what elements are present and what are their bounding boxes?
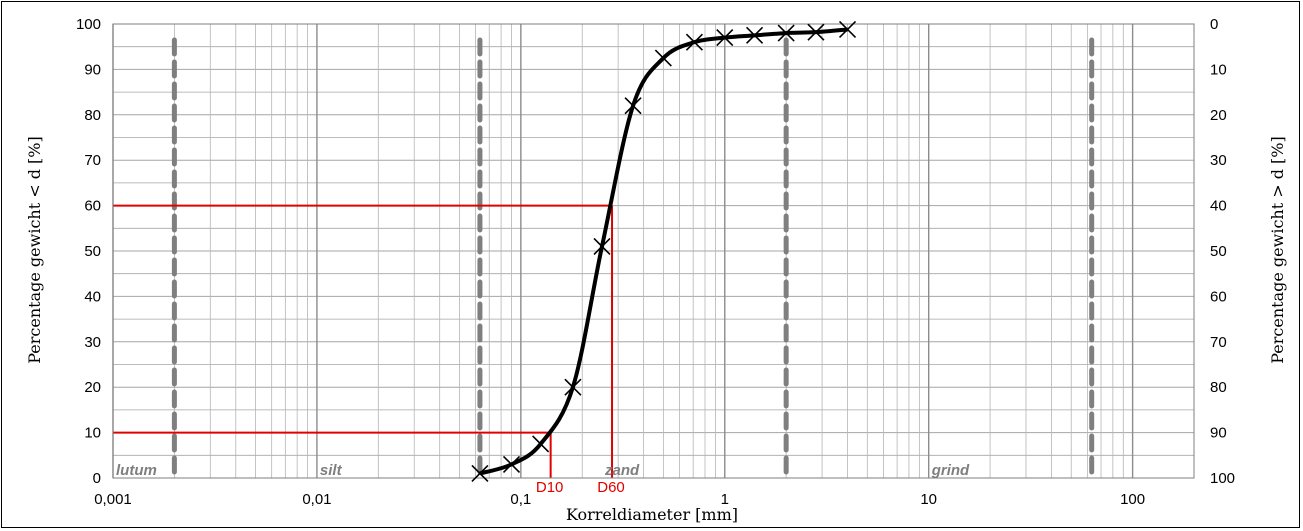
y2-tick-label: 30: [1210, 152, 1227, 169]
y-tick-label: 20: [84, 379, 101, 396]
reference-label: D60: [597, 479, 625, 496]
y2-tick-label: 100: [1210, 470, 1235, 487]
marker-stroke: [502, 455, 521, 473]
y2-tick-label: 50: [1210, 243, 1227, 260]
y2-tick-label: 20: [1210, 107, 1227, 124]
y-tick-label: 30: [84, 334, 101, 351]
x-tick-label: 100: [1120, 491, 1145, 508]
zone-boundaries: [171, 37, 1095, 481]
marker-stroke: [624, 97, 642, 115]
y-tick-label: 50: [84, 243, 101, 260]
data-point-marker: [716, 29, 734, 47]
data-point-marker: [532, 435, 550, 453]
zone-label: silt: [320, 462, 343, 479]
data-point-marker: [593, 237, 611, 256]
marker-stroke: [746, 26, 764, 44]
data-series-layer: [471, 20, 857, 483]
data-point-marker: [654, 49, 672, 67]
x-tick-label: 10: [920, 491, 937, 508]
marker-stroke: [593, 237, 611, 256]
y-tick-label: 80: [84, 107, 101, 124]
zone-label: zand: [604, 462, 640, 479]
y2-tick-label: 10: [1210, 61, 1227, 78]
y-tick-label: 100: [76, 16, 101, 33]
y-tick-label: 40: [84, 288, 101, 305]
marker-stroke: [777, 24, 795, 42]
marker-stroke: [532, 435, 550, 453]
y2-tick-label: 60: [1210, 288, 1227, 305]
data-point-marker: [807, 23, 825, 41]
data-point-marker: [685, 33, 704, 51]
y2-tick-label: 70: [1210, 334, 1227, 351]
data-point-marker: [777, 24, 795, 42]
y-tick-label: 90: [84, 61, 101, 78]
data-point-marker: [471, 464, 489, 483]
x-tick-label: 0,001: [94, 491, 132, 508]
marker-stroke: [838, 20, 857, 39]
grid-layer: [112, 23, 1195, 479]
data-point-marker: [624, 97, 642, 115]
marker-stroke: [716, 29, 734, 47]
y2-tick-label: 40: [1210, 198, 1227, 215]
y2-tick-label: 80: [1210, 379, 1227, 396]
x-tick-label: 0,01: [302, 491, 331, 508]
reference-lines: [113, 204, 614, 478]
data-point-marker: [746, 26, 764, 44]
marker-stroke: [471, 464, 489, 483]
y2-axis-title: Percentage gewicht > d [%]: [1268, 136, 1287, 363]
x-axis-title: Korreldiameter [mm]: [566, 505, 738, 524]
marker-stroke: [564, 378, 582, 396]
reference-label: D10: [536, 479, 564, 496]
x-tick-label: 1: [721, 491, 729, 508]
y-axis-title: Percentage gewicht < d [%]: [25, 136, 44, 363]
data-point-marker: [502, 455, 521, 473]
y-tick-label: 60: [84, 198, 101, 215]
data-point-marker: [564, 378, 582, 396]
y-tick-label: 10: [84, 425, 101, 442]
zone-label: grind: [931, 462, 970, 479]
y2-tick-label: 90: [1210, 425, 1227, 442]
x-tick-label: 0,1: [510, 491, 531, 508]
y-tick-label: 0: [93, 470, 101, 487]
plot-area-border: [112, 23, 1195, 479]
annotation-labels: lutum silt zand grind D10 D60: [116, 462, 970, 496]
y-tick-label: 70: [84, 152, 101, 169]
zone-label: lutum: [116, 462, 157, 479]
marker-stroke: [807, 23, 825, 41]
y2-tick-label: 0: [1210, 16, 1218, 33]
marker-stroke: [654, 49, 672, 67]
data-point-marker: [838, 20, 857, 39]
marker-stroke: [685, 33, 704, 51]
